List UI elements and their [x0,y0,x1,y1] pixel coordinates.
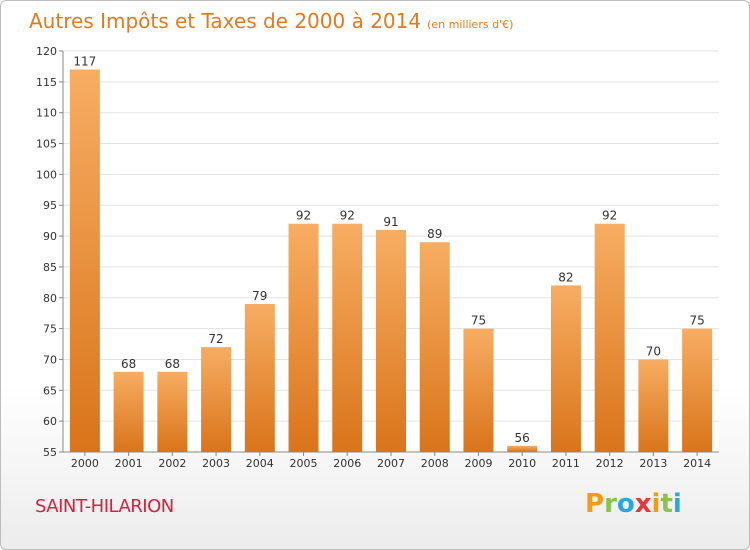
bar-2001 [113,371,144,452]
data-label-2008: 89 [427,227,442,241]
x-tick-label-2014: 2014 [683,457,711,470]
data-label-2014: 75 [689,314,704,328]
data-label-2012: 92 [602,209,617,223]
y-tick-label: 120 [36,45,57,58]
x-tick-label-2013: 2013 [639,457,667,470]
y-tick-label: 75 [43,323,57,336]
x-tick-label-2002: 2002 [158,457,186,470]
data-label-2004: 79 [252,289,267,303]
logo-letter: i [651,489,661,519]
x-tick-label-2003: 2003 [202,457,230,470]
x-tick-label-2007: 2007 [377,457,405,470]
chart-subtitle: (en milliers d'€) [427,18,514,31]
bar-2009 [463,328,494,452]
y-tick-label: 70 [43,353,57,366]
y-tick-label: 60 [43,415,57,428]
data-label-2003: 72 [208,332,223,346]
x-tick-label-2008: 2008 [421,457,449,470]
x-tick-label-2005: 2005 [290,457,318,470]
bar-2002 [157,371,188,452]
logo-letter: x [634,489,652,519]
y-tick-label: 65 [43,384,57,397]
y-tick-label: 115 [36,76,57,89]
bar-2012 [594,223,625,452]
data-label-2010: 56 [515,431,530,445]
bar-2004 [244,303,275,452]
data-label-2002: 68 [165,357,180,371]
y-tick-label: 100 [36,168,57,181]
y-tick-label: 110 [36,107,57,120]
data-label-2001: 68 [121,357,136,371]
y-tick-label: 85 [43,261,57,274]
logo-letter: i [672,489,682,519]
data-label-2006: 92 [340,209,355,223]
bar-2005 [288,223,319,452]
x-tick-label-2009: 2009 [464,457,492,470]
data-label-2013: 70 [646,344,661,358]
logo-letter: t [660,489,673,519]
y-tick-label: 90 [43,230,57,243]
data-label-2005: 92 [296,209,311,223]
x-tick-label-2011: 2011 [552,457,580,470]
bar-2011 [550,285,581,452]
chart-title: Autres Impôts et Taxes de 2000 à 2014 (en… [29,9,513,33]
commune-name: SAINT-HILARION [35,496,174,517]
bar-2010 [507,445,538,452]
bar-2006 [332,223,363,452]
x-tick-label-2010: 2010 [508,457,536,470]
data-label-2009: 75 [471,314,486,328]
proxiti-logo: Proxiti [585,489,682,519]
bar-2008 [419,242,450,452]
logo-letter: o [616,489,635,519]
chart-title-text: Autres Impôts et Taxes de 2000 à 2014 [29,9,422,33]
x-tick-label-2006: 2006 [333,457,361,470]
data-label-2007: 91 [383,215,398,229]
logo-letter: P [585,489,605,519]
data-label-2000: 117 [73,55,96,69]
bar-2014 [682,328,713,452]
bar-2007 [376,229,406,452]
y-tick-label: 95 [43,199,57,212]
x-tick-label-2004: 2004 [246,457,274,470]
x-tick-label-2012: 2012 [596,457,624,470]
y-tick-label: 55 [43,446,57,459]
bar-2000 [69,69,100,452]
x-tick-label-2001: 2001 [115,457,143,470]
logo-letter: r [604,489,617,519]
bar-2003 [201,347,232,452]
y-tick-label: 80 [43,292,57,305]
data-label-2011: 82 [558,270,573,284]
y-tick-label: 105 [36,138,57,151]
x-tick-label-2000: 2000 [71,457,99,470]
bar-2013 [638,359,669,452]
